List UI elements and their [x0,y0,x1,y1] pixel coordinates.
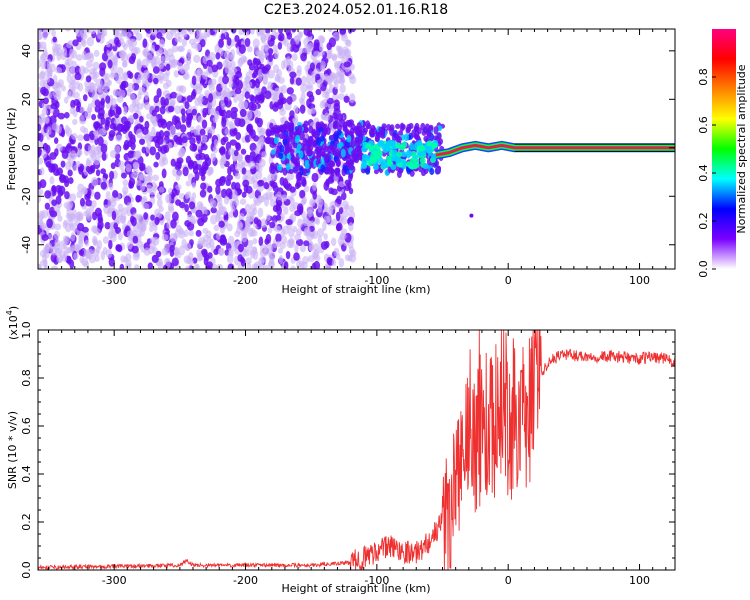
snr-x-tick-label: -300 [102,574,127,587]
snr-x-tick-label: -100 [364,574,389,587]
snr-x-tick-label: -200 [233,574,258,587]
snr-frame [37,329,676,571]
snr-y-tick-label: 0.0 [20,561,33,579]
spectrogram-x-tick-label: -300 [102,274,127,287]
snr-series-line [38,330,675,570]
snr-xlabel: Height of straight line (km) [281,582,430,595]
spectrogram-y-tick-label: 40 [20,44,33,58]
colorbar-ticks: 0.0 0.2 0.4 0.6 0.8 [697,68,716,278]
snr-y-tick-label: 0.8 [20,369,33,387]
spectrogram-x-tick-label: -100 [364,274,389,287]
snr-ylabel: SNR (10 * v/v) [6,411,19,489]
snr-y-tick-label: 0.2 [20,513,33,531]
figure-title: C2E3.2024.052.01.16.R18 [264,2,448,18]
spectrogram-x-tick-label: -200 [233,274,258,287]
spectrogram-x-tick-label: 0 [505,274,512,287]
colorbar-bar [712,29,736,269]
spectrogram-ylabel: Frequency (Hz) [5,108,18,191]
spectrogram-y-tick-label: -40 [20,236,33,254]
snr-x-tick-label: 0 [505,574,512,587]
snr-y-tick-label: 0.6 [20,417,33,435]
spectrogram-x-tick-label: 100 [629,274,650,287]
snr-ticks: -300 -200 -100 0 100 0.0 0.2 0.4 0.6 0.8 1.0 [20,321,675,587]
snr-yscale-label: (x104) [5,306,20,340]
colorbar-label: Normalized spectral amplitude [735,64,748,233]
colorbar-tick-label: 0.0 [697,260,710,278]
spectrogram-y-tick-label: 20 [20,92,33,106]
colorbar-tick-label: 0.8 [697,68,710,86]
snr-data [38,330,675,570]
snr-y-tick-label: 1.0 [20,321,33,339]
snr-x-tick-label: 100 [629,574,650,587]
spectrogram-data [38,29,675,269]
colorbar-tick-label: 0.2 [697,212,710,230]
spectrogram-frame [37,28,676,270]
spectrogram-xlabel: Height of straight line (km) [281,283,430,296]
spectrogram-y-tick-label: 0 [20,144,33,151]
spectrogram-y-tick-label: -20 [20,187,33,205]
snr-y-tick-label: 0.4 [20,465,33,483]
snr-panel: -300 -200 -100 0 100 0.0 0.2 0.4 0.6 0.8 1.0 Heigh… [5,306,676,595]
colorbar-tick-label: 0.6 [697,116,710,134]
colorbar-tick-label: 0.4 [697,164,710,182]
colorbar: 0.0 0.2 0.4 0.6 0.8 Normalized spectral ampl… [697,29,748,278]
carrier-core [435,143,675,157]
